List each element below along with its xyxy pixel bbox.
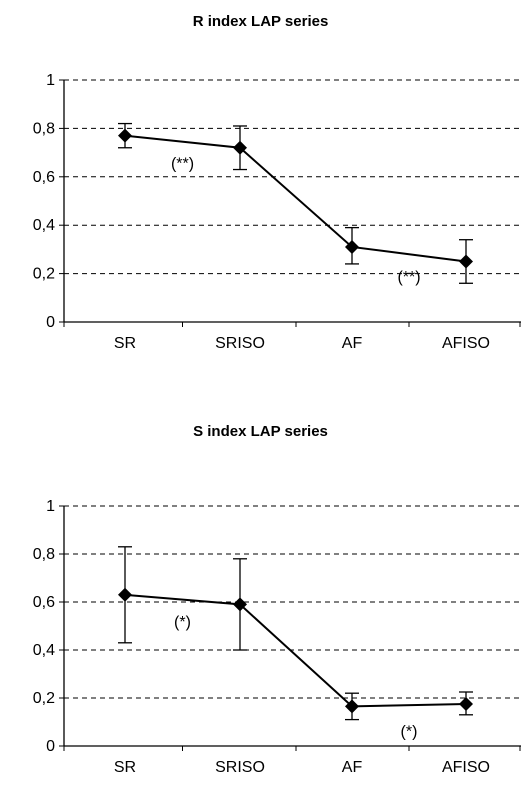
chart-s-index-plot: 0 0,2 0,4 0,6 0,8 1 SR SRISO AF AFISO (*) (*) bbox=[33, 498, 521, 776]
x-tick-label: SRISO bbox=[215, 759, 265, 776]
chart-r-index-plot: 0 0,2 0,4 0,6 0,8 1 SR SRISO AF AFISO (**) (**) bbox=[33, 72, 521, 352]
data-point bbox=[345, 239, 359, 254]
y-tick-label: 0,6 bbox=[33, 169, 55, 186]
chart-title: S index LAP series bbox=[193, 423, 328, 440]
chart-r-index: R index LAP series 0 0,2 0,4 0,6 0,8 1 SR SRISO… bbox=[0, 0, 521, 380]
data-point bbox=[233, 140, 247, 155]
y-tick-label: 1 bbox=[46, 72, 55, 89]
data-point bbox=[233, 597, 247, 612]
x-tick-label: AF bbox=[342, 335, 363, 352]
x-tick-label: AFISO bbox=[442, 335, 490, 352]
y-tick-label: 0,2 bbox=[33, 690, 55, 707]
significance-annotation: (**) bbox=[397, 269, 420, 286]
y-tick-label: 0,4 bbox=[33, 642, 55, 659]
y-tick-label: 0 bbox=[46, 314, 55, 331]
series-line bbox=[124, 593, 467, 708]
chart-s-index: S index LAP series 0 0,2 0,4 0,6 0,8 1 SR SRISO… bbox=[0, 410, 521, 786]
y-tick-label: 0,4 bbox=[33, 217, 55, 234]
significance-annotation: (*) bbox=[401, 723, 418, 740]
y-tick-label: 0,8 bbox=[33, 546, 55, 563]
data-point bbox=[345, 699, 359, 714]
y-tick-label: 0 bbox=[46, 738, 55, 755]
data-point bbox=[118, 587, 132, 602]
y-tick-label: 0,8 bbox=[33, 120, 55, 137]
x-tick-label: SRISO bbox=[215, 335, 265, 352]
x-tick-label: AF bbox=[342, 759, 363, 776]
data-point bbox=[459, 254, 473, 269]
chart-title: R index LAP series bbox=[192, 13, 329, 30]
y-tick-label: 0,6 bbox=[33, 594, 55, 611]
x-tick-label: SR bbox=[114, 335, 136, 352]
data-point bbox=[118, 128, 132, 143]
y-tick-label: 0,2 bbox=[33, 266, 55, 283]
data-point bbox=[459, 697, 473, 711]
series-line bbox=[124, 134, 467, 263]
significance-annotation: (*) bbox=[174, 614, 191, 631]
x-tick-label: AFISO bbox=[442, 759, 490, 776]
significance-annotation: (**) bbox=[171, 155, 194, 172]
x-tick-label: SR bbox=[114, 759, 136, 776]
y-tick-label: 1 bbox=[46, 498, 55, 515]
